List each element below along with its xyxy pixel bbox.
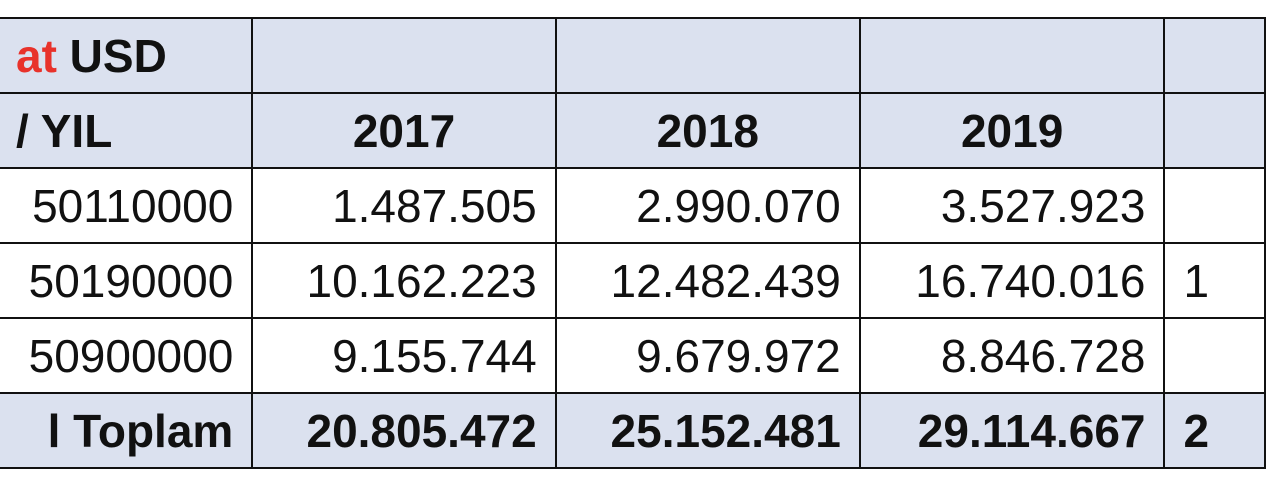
product-code-cell: 50110000 bbox=[0, 167, 254, 244]
year-header bbox=[1163, 92, 1266, 169]
header-empty-cell bbox=[554, 17, 861, 94]
value-cell: 8.846.728 bbox=[858, 317, 1166, 394]
header-row-currency: at USD bbox=[0, 17, 1266, 94]
currency-label-red: at bbox=[16, 29, 57, 82]
header-row-years: / YIL 2017 2018 2019 bbox=[0, 92, 1266, 169]
value-cell: 12.482.439 bbox=[554, 242, 861, 319]
value-cell: 1 bbox=[1163, 242, 1266, 319]
year-header: 2018 bbox=[554, 92, 861, 169]
total-value-cell: 2 bbox=[1163, 392, 1266, 469]
year-header-label: / YIL bbox=[0, 92, 254, 169]
total-row: l Toplam 20.805.472 25.152.481 29.114.66… bbox=[0, 392, 1266, 469]
product-code-cell: 50190000 bbox=[0, 242, 254, 319]
header-empty-cell bbox=[1163, 17, 1266, 94]
total-value-cell: 25.152.481 bbox=[554, 392, 861, 469]
year-header: 2019 bbox=[858, 92, 1166, 169]
currency-label: USD bbox=[56, 29, 167, 82]
table-row: 50190000 10.162.223 12.482.439 16.740.01… bbox=[0, 242, 1266, 319]
header-empty-cell bbox=[251, 17, 557, 94]
total-value-cell: 20.805.472 bbox=[251, 392, 557, 469]
year-header: 2017 bbox=[251, 92, 557, 169]
value-cell: 16.740.016 bbox=[858, 242, 1166, 319]
table-row: 50900000 9.155.744 9.679.972 8.846.728 bbox=[0, 317, 1266, 394]
value-cell bbox=[1163, 317, 1266, 394]
header-empty-cell bbox=[858, 17, 1166, 94]
value-cell: 3.527.923 bbox=[858, 167, 1166, 244]
value-cell: 10.162.223 bbox=[251, 242, 557, 319]
value-cell: 9.155.744 bbox=[251, 317, 557, 394]
total-value-cell: 29.114.667 bbox=[858, 392, 1166, 469]
value-cell: 9.679.972 bbox=[554, 317, 861, 394]
export-table: at USD / YIL 2017 2018 2019 50110000 1.4… bbox=[0, 17, 1266, 469]
table-row: 50110000 1.487.505 2.990.070 3.527.923 bbox=[0, 167, 1266, 244]
currency-header-cell: at USD bbox=[0, 17, 254, 94]
value-cell: 1.487.505 bbox=[251, 167, 557, 244]
value-cell: 2.990.070 bbox=[554, 167, 861, 244]
total-label: l Toplam bbox=[0, 392, 254, 469]
product-code-cell: 50900000 bbox=[0, 317, 254, 394]
value-cell bbox=[1163, 167, 1266, 244]
